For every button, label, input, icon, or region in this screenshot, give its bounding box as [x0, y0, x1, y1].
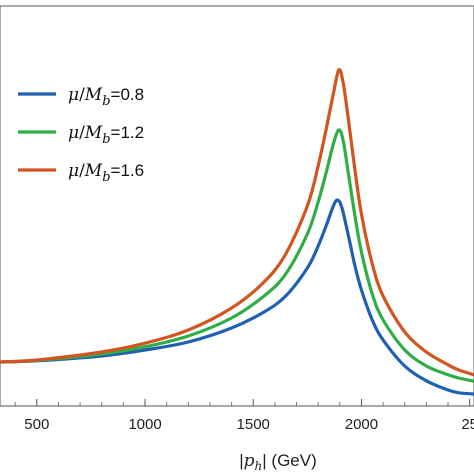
- x-tick-label: 1000: [128, 416, 161, 433]
- series-lines: [0, 67, 474, 396]
- x-tick-label: 1500: [237, 416, 270, 433]
- x-axis-label-symbol: p: [244, 451, 255, 471]
- legend-label-1: μ/Mb=0.8: [68, 85, 144, 109]
- x-axis-label-unit: | (GeV): [262, 451, 316, 470]
- x-ticks: 500 1000 1500 2000 25: [14, 399, 474, 433]
- x-tick-label: 500: [24, 416, 49, 433]
- legend-label-2: μ/Mb=1.2: [68, 123, 144, 147]
- series-line-3: [0, 67, 474, 377]
- legend-label-3: μ/Mb=1.6: [68, 161, 144, 185]
- legend: μ/Mb=0.8 μ/Mb=1.2 μ/Mb=1.6: [18, 85, 144, 185]
- x-axis-label: |ph| (GeV): [239, 451, 317, 473]
- series-line-1: [0, 198, 474, 396]
- series-line-2: [0, 128, 474, 383]
- x-axis-label-subscript: h: [255, 459, 263, 473]
- plot-frame: [0, 5, 474, 407]
- x-axis-label-bar-open: |: [239, 451, 243, 470]
- x-tick-label: 2000: [345, 416, 378, 433]
- x-tick-label: 25: [461, 416, 474, 433]
